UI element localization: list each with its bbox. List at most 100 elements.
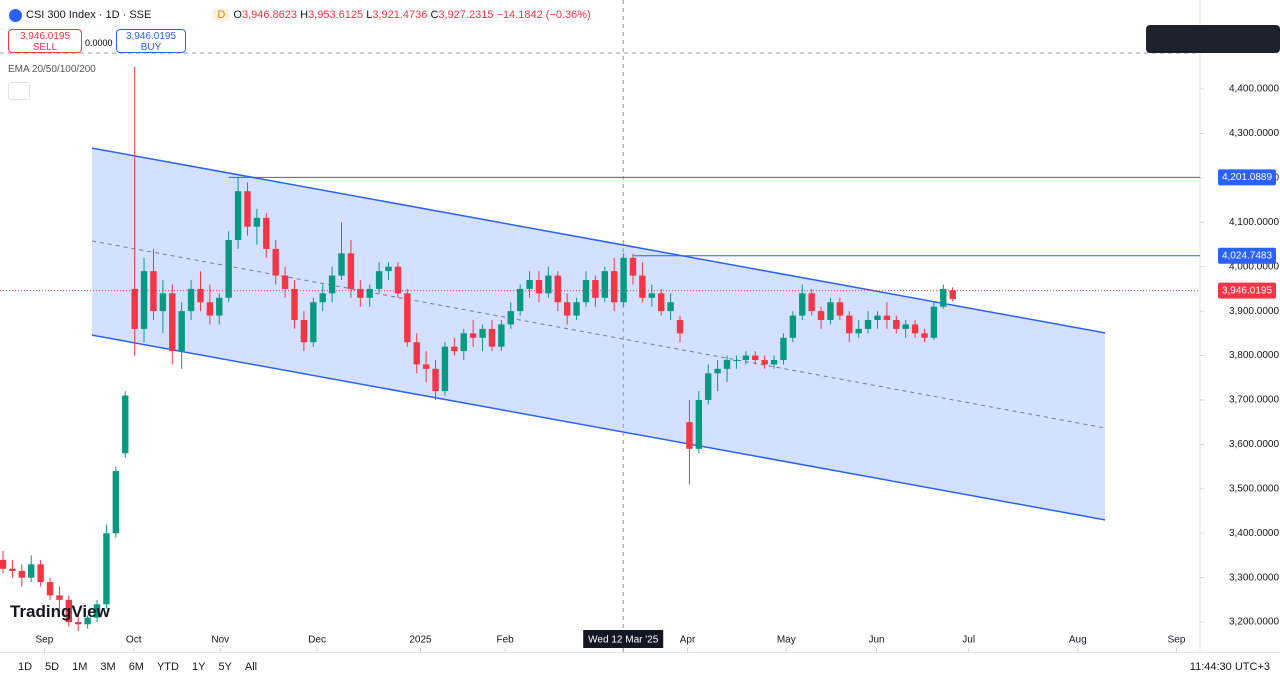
candle-body <box>714 368 721 374</box>
range-button[interactable]: 3M <box>100 661 116 673</box>
candle-body <box>357 288 364 298</box>
candle-body <box>846 315 853 334</box>
candle-body <box>422 364 430 369</box>
c-label: C <box>430 9 439 21</box>
candle-body <box>648 293 656 298</box>
buy-label: BUY <box>140 42 162 53</box>
candle-body <box>817 311 825 321</box>
x-tick-label: Aug <box>1069 635 1087 646</box>
candle-body <box>836 302 844 316</box>
candle-body <box>864 320 872 329</box>
range-button[interactable]: 1D <box>18 661 33 673</box>
candle-body <box>140 271 148 329</box>
candle-body <box>827 302 834 321</box>
x-tick-label: Sep <box>1168 635 1186 646</box>
candle-body <box>770 359 778 365</box>
o-label: O <box>233 9 242 21</box>
last-price-label: 3,946.0195 <box>1222 285 1272 296</box>
range-button[interactable]: 5D <box>45 661 60 673</box>
candle-body <box>658 293 665 312</box>
candle-body <box>789 315 797 338</box>
candle-body <box>413 342 420 365</box>
candle-body <box>281 275 289 289</box>
candle-body <box>893 320 900 329</box>
candle-body <box>686 422 693 449</box>
candle-body <box>752 355 759 360</box>
x-tick-label: Oct <box>126 635 142 646</box>
candle-body <box>432 368 439 392</box>
candle-body <box>178 311 185 352</box>
candle-body <box>573 302 580 316</box>
range-button[interactable]: 5Y <box>218 661 232 673</box>
high: 3,953.6125 <box>308 9 364 21</box>
candle-body <box>695 399 703 449</box>
range-button[interactable]: 1Y <box>191 661 206 673</box>
candle-body <box>610 271 618 303</box>
x-tick-label: Sep <box>35 635 53 646</box>
x-tick-label: 2025 <box>409 635 432 646</box>
candle-body <box>28 564 35 578</box>
range-button[interactable]: 6M <box>128 661 144 673</box>
x-tick-label: May <box>777 635 796 646</box>
candle-body <box>799 293 806 316</box>
candle-body <box>535 280 543 294</box>
candle-body <box>122 395 129 454</box>
y-tick-label: 3,300.0000 <box>1229 572 1279 583</box>
price-label: 4,201.0889 <box>1222 172 1272 183</box>
sell-price: 3,946.0195 <box>19 31 71 42</box>
candle-body <box>620 257 627 303</box>
price-label: 4,024.7483 <box>1222 250 1272 261</box>
close: 3,927.2315 <box>438 9 494 21</box>
candle-body <box>460 333 467 352</box>
candle-body <box>159 293 167 312</box>
candle-body <box>234 191 242 241</box>
x-tick-label: Apr <box>680 635 696 646</box>
buy-price: 3,946.0195 <box>125 31 177 42</box>
symbol: CSI 300 Index · 1D · SSE <box>26 9 152 21</box>
y-tick-label: 4,300.0000 <box>1229 128 1279 139</box>
candle-body <box>545 275 552 294</box>
candle-body <box>56 595 63 600</box>
candle-body <box>112 471 120 534</box>
last-price-bg <box>1218 282 1276 299</box>
candle-body <box>930 306 938 338</box>
x-tick-label: Dec <box>308 635 326 646</box>
chart: 4,400.00004,300.00004,200.00004,100.0000… <box>0 0 1279 652</box>
candle-body <box>639 275 646 298</box>
x-tick-label: Jun <box>868 635 884 646</box>
candle-body <box>375 271 383 289</box>
candle-body <box>310 302 317 343</box>
sell-button[interactable]: 3,946.0195 SELL <box>8 29 82 53</box>
candle-body <box>488 328 496 347</box>
y-tick-label: 3,600.0000 <box>1229 439 1279 450</box>
range-button[interactable]: 1M <box>72 661 88 673</box>
candle-body <box>366 288 373 298</box>
open: 3,946.8623 <box>241 9 298 21</box>
collapse-button[interactable] <box>8 82 30 100</box>
candle-body <box>263 217 270 249</box>
candle-body <box>84 617 91 625</box>
x-tick-label: Feb <box>497 635 515 646</box>
price-label-bg <box>1218 247 1276 264</box>
drawing-toolbar[interactable] <box>1146 25 1280 53</box>
candle-body <box>921 333 928 338</box>
candle-body <box>705 373 712 400</box>
range-button[interactable]: YTD <box>156 661 179 673</box>
candle-body <box>347 253 355 289</box>
buy-button[interactable]: 3,946.0195 BUY <box>116 29 186 53</box>
candle-body <box>328 275 336 294</box>
candle-body <box>883 315 891 321</box>
candle-body <box>150 271 157 312</box>
candle-body <box>911 324 919 334</box>
candle-body <box>291 288 298 321</box>
channel-lower <box>91 334 1106 521</box>
indicator[interactable]: EMA 20/50/100/200 <box>8 64 96 75</box>
candle-body <box>516 288 524 312</box>
range-button[interactable]: All <box>244 661 258 673</box>
candle-body <box>404 293 411 343</box>
candle-body <box>37 564 44 583</box>
candle-body <box>808 293 815 312</box>
candle-body <box>469 333 477 338</box>
y-tick-label: 4,400.0000 <box>1229 84 1279 95</box>
